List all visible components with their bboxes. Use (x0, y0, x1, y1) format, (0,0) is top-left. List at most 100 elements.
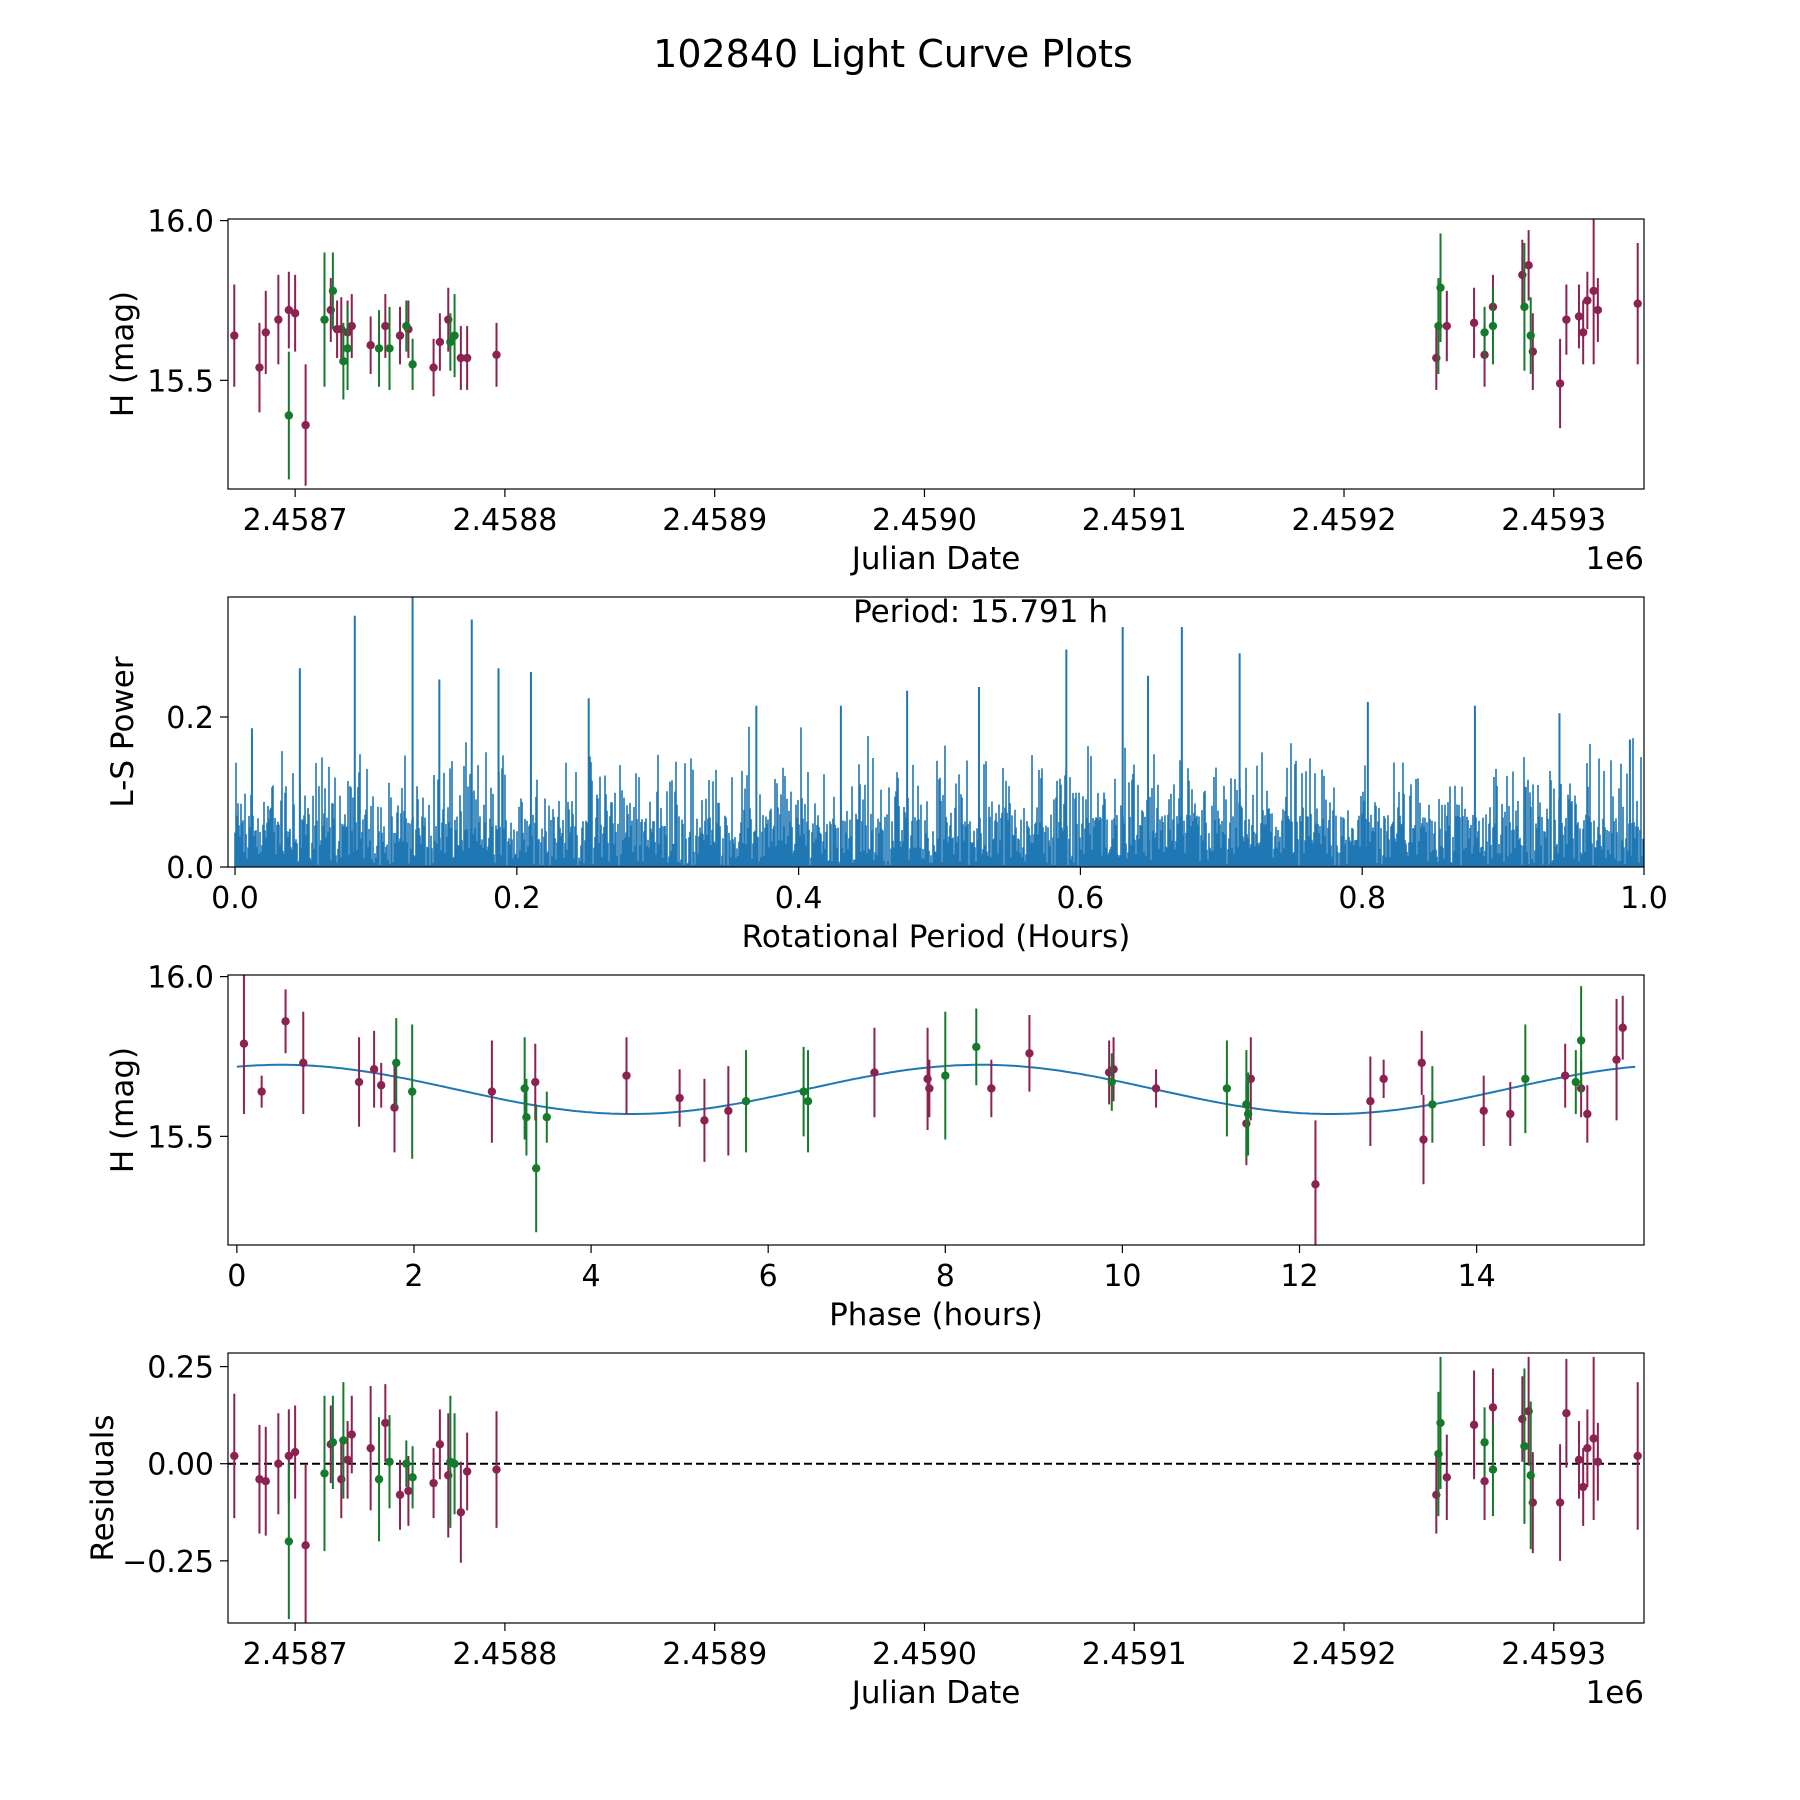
magenta-data-point (1560, 1071, 1570, 1080)
green-data-point (385, 344, 394, 353)
magenta-data-point (456, 1508, 466, 1517)
magenta-data-point (1574, 312, 1584, 321)
magenta-data-point (700, 1116, 709, 1125)
magenta-data-point (301, 1541, 310, 1550)
green-data-point (407, 1087, 417, 1096)
magenta-data-point (1562, 315, 1571, 324)
green-data-point (1520, 302, 1529, 312)
magenta-data-point (429, 363, 438, 372)
magenta-data-point (1469, 318, 1479, 328)
x-tick-label: 2.4592 (1292, 503, 1397, 538)
magenta-data-point (290, 309, 300, 318)
magenta-data-point (366, 341, 375, 350)
green-data-point (1520, 1442, 1529, 1451)
plot-frame-resid (227, 1352, 1645, 1624)
x-tick-label: 6 (759, 1259, 778, 1294)
magenta-data-point (1555, 379, 1565, 388)
green-data-point (392, 1058, 401, 1068)
x-tick-label: 2.4593 (1501, 503, 1606, 538)
green-data-point (450, 331, 459, 340)
y-tick-label: 0.00 (147, 1448, 214, 1483)
green-data-point (1243, 1109, 1253, 1119)
green-data-point (343, 344, 352, 353)
magenta-data-point (343, 1455, 352, 1465)
y-tick-label: 15.5 (147, 1120, 214, 1155)
green-data-point (1571, 1077, 1581, 1087)
y-axis-label: H (mag) (105, 291, 141, 417)
green-data-point (741, 1097, 751, 1106)
magenta-data-point (261, 1477, 270, 1486)
green-data-point (803, 1097, 813, 1106)
magenta-data-point (1442, 1473, 1452, 1482)
magenta-data-point (435, 1440, 445, 1449)
y-axis-label: Residuals (85, 1414, 121, 1561)
y-tick-label: 16.0 (147, 961, 214, 996)
x-axis-label: Julian Date (850, 541, 1021, 577)
magenta-data-point (390, 1103, 399, 1112)
magenta-data-point (1583, 296, 1592, 305)
magenta-data-point (1311, 1180, 1320, 1189)
green-data-point (531, 1164, 541, 1173)
x-tick-label: 2.4591 (1082, 503, 1187, 538)
magenta-data-point (290, 1447, 300, 1457)
plot-frame-phase (227, 974, 1645, 1246)
green-data-point (1480, 328, 1489, 337)
green-data-point (446, 337, 455, 347)
magenta-data-point (1479, 1106, 1488, 1115)
period-annotation: Period: 15.791 h (853, 594, 1108, 630)
magenta-data-point (487, 1087, 497, 1096)
power-spectrum-line (234, 726, 1644, 867)
plot-frame-lc (227, 218, 1645, 490)
magenta-data-point (347, 1430, 356, 1439)
magenta-data-point (369, 1065, 379, 1074)
magenta-data-point (354, 1077, 364, 1087)
magenta-data-point (456, 353, 466, 363)
green-data-point (402, 1459, 411, 1468)
x-tick-label: 0.2 (493, 881, 541, 916)
magenta-data-point (1633, 299, 1642, 308)
magenta-data-point (261, 328, 270, 337)
magenta-data-point (284, 305, 294, 315)
green-data-point (339, 356, 348, 366)
magenta-data-point (299, 1058, 308, 1068)
x-tick-label: 0 (227, 1259, 246, 1294)
green-data-point (1222, 1084, 1232, 1093)
green-data-point (284, 411, 294, 420)
magenta-data-point (230, 331, 239, 340)
magenta-data-point (1506, 1109, 1515, 1119)
x-tick-label: 2.4588 (452, 503, 557, 538)
y-tick-label: 15.5 (147, 364, 214, 399)
green-data-point (1488, 1465, 1498, 1474)
magenta-data-point (281, 1017, 290, 1026)
magenta-data-point (1583, 1443, 1592, 1453)
series-group (230, 1356, 1642, 1623)
green-data-point (1526, 1471, 1535, 1480)
series-group (239, 975, 1627, 1245)
magenta-data-point (462, 353, 472, 363)
magenta-data-point (1469, 1420, 1479, 1430)
x-tick-label: 2.4590 (872, 1637, 977, 1672)
magenta-data-point (1633, 1451, 1642, 1461)
magenta-data-point (622, 1071, 631, 1080)
green-data-point (1436, 283, 1445, 292)
green-data-point (328, 286, 338, 296)
y-axis-label: L-S Power (105, 656, 141, 807)
magenta-data-point (255, 363, 264, 372)
figure-title: 102840 Light Curve Plots (653, 32, 1133, 76)
x-axis-label: Phase (hours) (829, 1297, 1043, 1333)
plot-frame-ls (227, 596, 1645, 868)
magenta-data-point (381, 321, 390, 331)
y-tick-label: 0.25 (147, 1351, 214, 1386)
x-tick-label: 2.4592 (1292, 1637, 1397, 1672)
magenta-data-point (1419, 1135, 1428, 1144)
magenta-data-point (1589, 1434, 1598, 1443)
x-tick-label: 12 (1280, 1259, 1318, 1294)
magenta-data-point (395, 331, 405, 340)
magenta-data-point (675, 1093, 684, 1103)
magenta-data-point (531, 1077, 540, 1087)
green-data-point (520, 1084, 529, 1093)
axes-resid: 2.4587 2.4588 2.4589 2.4590 2.4591 2.4592 2.45… (85, 1351, 1644, 1711)
x-axis-label: Julian Date (850, 1675, 1021, 1711)
x-tick-label: 2.4588 (452, 1637, 557, 1672)
x-tick-label: 2.4589 (662, 1637, 767, 1672)
